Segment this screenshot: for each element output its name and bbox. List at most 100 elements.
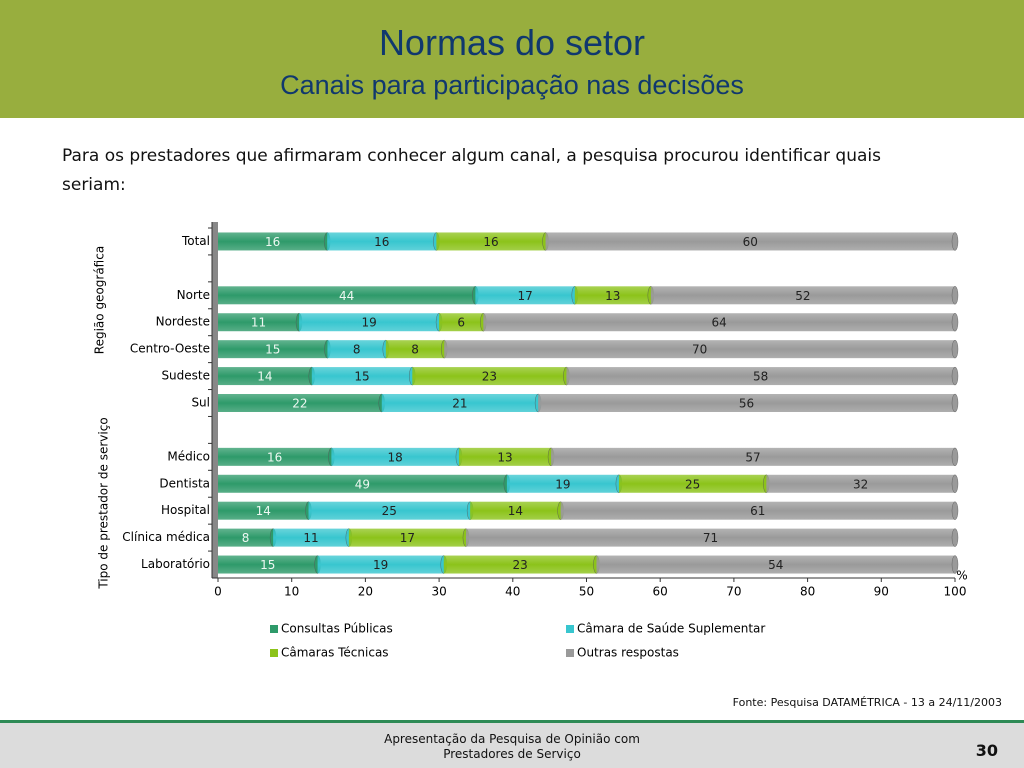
data-label: 16 xyxy=(267,450,282,464)
data-label: 19 xyxy=(373,558,388,572)
bar-cap xyxy=(951,501,959,520)
x-tick-label: 50 xyxy=(579,585,594,599)
bar-segment xyxy=(218,232,328,251)
footer-line: Prestadores de Serviço xyxy=(443,747,581,761)
legend-swatch xyxy=(270,649,278,657)
x-tick-label: 100 xyxy=(944,585,967,599)
bar-segment xyxy=(443,555,597,574)
data-label: 61 xyxy=(750,504,765,518)
bar-segment xyxy=(766,474,955,493)
footer-line: Apresentação da Pesquisa de Opinião com xyxy=(384,732,640,746)
bar-segment xyxy=(551,447,955,466)
bar-cap xyxy=(951,555,959,574)
bar-segment xyxy=(218,367,312,386)
data-label: 21 xyxy=(452,397,467,411)
bar-segment xyxy=(327,340,386,359)
data-label: 58 xyxy=(753,370,768,384)
bar-segment xyxy=(273,528,349,547)
data-label: 54 xyxy=(768,558,783,572)
bar-segment xyxy=(470,501,561,520)
bar-segment xyxy=(327,232,437,251)
bar-segment xyxy=(596,555,955,574)
data-label: 64 xyxy=(712,316,727,330)
bar-segment xyxy=(348,528,466,547)
axis-wall xyxy=(212,222,218,578)
y-tick-label: Nordeste xyxy=(156,315,210,329)
legend-label: Consultas Públicas xyxy=(281,622,393,636)
data-label: 13 xyxy=(497,450,512,464)
intro-text: Para os prestadores que afirmaram conhec… xyxy=(62,146,881,195)
data-label: 25 xyxy=(382,504,397,518)
bar-segment xyxy=(538,394,955,412)
x-tick-label: 80 xyxy=(800,585,815,599)
x-tick-label: 90 xyxy=(874,585,889,599)
data-label: 57 xyxy=(745,450,760,464)
data-label: 15 xyxy=(265,343,280,357)
data-label: 13 xyxy=(605,289,620,303)
group-label: Região geográfica xyxy=(93,246,107,354)
bar-segment xyxy=(218,313,300,332)
data-label: 8 xyxy=(353,343,361,357)
bar-segment xyxy=(412,367,567,386)
bar-cap xyxy=(951,339,959,359)
bar-segment xyxy=(317,555,444,574)
bar-segment xyxy=(566,367,955,386)
y-tick-label: Dentista xyxy=(159,476,210,490)
y-tick-label: Médico xyxy=(167,449,210,463)
y-tick-label: Sudeste xyxy=(161,369,210,383)
data-label: 23 xyxy=(482,370,497,384)
legend-label: Câmara de Saúde Suplementar xyxy=(577,622,765,636)
y-tick-label: Sul xyxy=(191,396,210,410)
data-label: 16 xyxy=(483,235,498,249)
y-tick-label: Total xyxy=(181,234,210,248)
data-label: 44 xyxy=(339,289,354,303)
data-label: 18 xyxy=(388,450,403,464)
bar-cap xyxy=(951,313,959,332)
data-label: 16 xyxy=(374,235,389,249)
bar-cap xyxy=(951,232,959,251)
data-label: 15 xyxy=(354,370,369,384)
group-label: Tipo de prestador de serviço xyxy=(97,417,111,589)
data-label: 60 xyxy=(743,235,758,249)
bar-segment xyxy=(465,528,955,547)
data-label: 14 xyxy=(257,370,272,384)
data-label: 19 xyxy=(555,477,570,491)
x-tick-label: 60 xyxy=(653,585,668,599)
bar-cap xyxy=(951,447,959,467)
data-label: 56 xyxy=(739,397,754,411)
bar-cap xyxy=(951,474,959,493)
data-label: 70 xyxy=(692,343,707,357)
bar-segment xyxy=(218,394,382,412)
bar-segment xyxy=(218,286,476,305)
x-tick-label: 40 xyxy=(505,585,520,599)
x-tick-label: 30 xyxy=(431,585,446,599)
data-label: 11 xyxy=(251,316,266,330)
bar-segment xyxy=(218,555,318,574)
data-label: 52 xyxy=(795,289,810,303)
title: Normas do setor xyxy=(378,22,646,63)
bar-cap xyxy=(951,393,959,413)
data-label: 19 xyxy=(361,316,376,330)
data-label: 17 xyxy=(400,531,415,545)
data-label: 16 xyxy=(265,235,280,249)
x-tick-label: 70 xyxy=(726,585,741,599)
bar-segment xyxy=(444,340,955,359)
x-tick-label: 20 xyxy=(358,585,373,599)
data-label: 23 xyxy=(512,558,527,572)
data-label: 17 xyxy=(517,289,532,303)
bar-segment xyxy=(483,313,955,332)
bar-segment xyxy=(308,501,471,520)
chart: 0 10 20 30 40 50 60 70 80 90 100% Total 16 16 16 60 Nort… xyxy=(93,222,968,660)
legend-label: Câmaras Técnicas xyxy=(281,646,389,660)
legend-swatch xyxy=(566,649,574,657)
source: Fonte: Pesquisa DATAMÉTRICA - 13 a 24/11… xyxy=(732,696,1002,709)
y-tick-label: Centro-Oeste xyxy=(130,342,210,356)
bar-segment xyxy=(218,528,274,547)
bar-segment xyxy=(385,340,445,359)
data-label: 6 xyxy=(457,316,465,330)
data-label: 32 xyxy=(853,477,868,491)
subtitle: Canais para participação nas decisões xyxy=(280,70,744,100)
bar-segment xyxy=(475,286,575,305)
bar-segment xyxy=(299,313,440,332)
